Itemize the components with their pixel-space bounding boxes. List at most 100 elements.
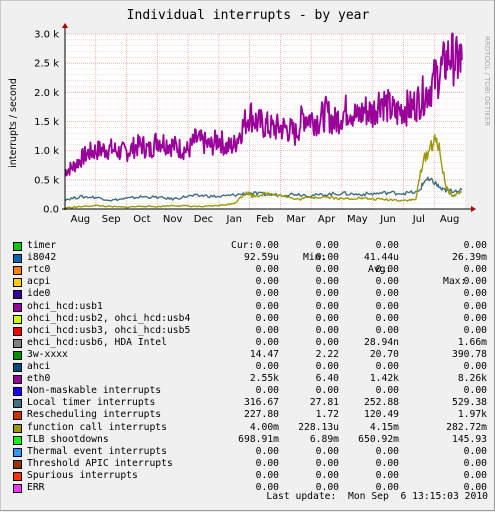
legend-cur: 0.00: [255, 240, 279, 252]
legend-cur: 0.00: [255, 300, 279, 312]
legend-row: rtc0 0.00 0.00 0.00 0.00: [13, 264, 491, 276]
legend-cur: 0.00: [255, 481, 279, 493]
y-tick-label: 3.0 k: [34, 30, 59, 41]
legend-swatch: [13, 290, 22, 300]
header-min: Min:: [303, 252, 327, 264]
legend-swatch: [13, 350, 22, 360]
legend-max: 529.38: [452, 397, 487, 409]
legend-cur: 0.00: [255, 361, 279, 373]
legend-min: 0.00: [315, 445, 339, 457]
legend-avg: 4.15m: [369, 421, 399, 433]
legend-avg: 0.00: [375, 240, 399, 252]
legend-avg: 0.00: [375, 324, 399, 336]
legend-name: ohci_hcd:usb1: [27, 300, 103, 312]
legend-max: 282.72m: [446, 421, 487, 433]
legend-max: 0.00: [463, 469, 487, 481]
legend-min: 0.00: [315, 312, 339, 324]
chart-title: Individual interrupts - by year: [127, 8, 370, 23]
legend-row: i8042 92.59u 0.00 41.44u 26.39m: [13, 252, 491, 264]
legend-row: Thermal event interrupts 0.00 0.00 0.00 0.00: [13, 446, 491, 458]
x-tick-label: Aug: [440, 214, 460, 225]
legend-min: 0.00: [315, 469, 339, 481]
legend-name: function call interrupts: [27, 421, 167, 433]
legend-min: 0.00: [315, 288, 339, 300]
legend-swatch: [13, 435, 22, 445]
y-axis-arrow: [62, 23, 68, 28]
legend-swatch: [13, 363, 22, 373]
legend-min: 6.89m: [309, 433, 339, 445]
y-tick-label: 1.5 k: [34, 117, 59, 128]
legend-avg: 0.00: [375, 264, 399, 276]
series-line: [64, 32, 463, 177]
x-tick-label: Nov: [163, 214, 183, 225]
axis-ticks: 0.0 0.5 k 1.0 k 1.5 k 2.0 k 2.5 k 3.0 k Aug Sep O…: [34, 30, 459, 226]
legend-swatch: [13, 471, 22, 481]
y-tick-label: 2.0 k: [34, 88, 59, 99]
legend-swatch: [13, 423, 22, 433]
legend-row: Spurious interrupts 0.00 0.00 0.00 0.00: [13, 470, 491, 482]
header-max: Max:: [443, 276, 467, 288]
legend-cur: 0.00: [255, 457, 279, 469]
legend-swatch: [13, 459, 22, 469]
legend-max: 0.00: [463, 288, 487, 300]
legend-min: 0.00: [315, 336, 339, 348]
legend-avg: 0.00: [375, 312, 399, 324]
legend-cur: 0.00: [255, 312, 279, 324]
legend-max: 0.00: [463, 385, 487, 397]
y-tick-label: 0.5 k: [34, 175, 59, 186]
legend-swatch: [13, 411, 22, 421]
legend-row: Threshold APIC interrupts 0.00 0.00 0.00 0.0…: [13, 458, 491, 470]
legend-name: 3w-xxxx: [27, 348, 68, 360]
legend-min: 0.00: [315, 361, 339, 373]
legend-name: acpi: [27, 276, 51, 288]
legend-row: 3w-xxxx 14.47 2.22 20.70 390.78: [13, 349, 491, 361]
legend-name: Rescheduling interrupts: [27, 409, 162, 421]
y-tick-label: 2.5 k: [34, 59, 59, 70]
legend-max: 0.00: [463, 445, 487, 457]
legend-avg: 120.49: [364, 409, 399, 421]
legend-min: 0.00: [315, 457, 339, 469]
legend-name: Spurious interrupts: [27, 469, 138, 481]
legend-avg: 0.00: [375, 300, 399, 312]
legend-min: 0.00: [315, 300, 339, 312]
x-tick-label: Jun: [379, 214, 396, 225]
legend-max: 0.00: [463, 300, 487, 312]
legend-cur: 92.59u: [244, 252, 279, 264]
legend-swatch: [13, 399, 22, 409]
legend-cur: 0.00: [255, 264, 279, 276]
legend-avg: 0.00: [375, 361, 399, 373]
legend-swatch: [13, 326, 22, 336]
series-lines: [64, 32, 463, 209]
x-axis-arrow: [471, 206, 476, 212]
legend-cur: 14.47: [249, 348, 279, 360]
legend-name: ehci_hcd:usb6, HDA Intel: [27, 336, 167, 348]
legend-max: 0.00: [463, 457, 487, 469]
legend-row: ERR 0.00 0.00 0.00 0.00: [13, 482, 491, 494]
legend-name: i8042: [27, 252, 57, 264]
legend-avg: 0.00: [375, 457, 399, 469]
legend-avg: 0.00: [375, 481, 399, 493]
legend-avg: 41.44u: [364, 252, 399, 264]
header-avg: Avg:: [368, 264, 392, 276]
legend-avg: 0.00: [375, 445, 399, 457]
legend-name: ahci: [27, 361, 51, 373]
legend-swatch: [13, 278, 22, 288]
legend-cur: 0.00: [255, 469, 279, 481]
y-tick-label: 0.0: [43, 205, 59, 216]
legend-swatch: [13, 242, 22, 252]
legend-row: ohci_hcd:usb3, ohci_hcd:usb5 0.00 0.00 0.00…: [13, 325, 491, 337]
legend-swatch: [13, 447, 22, 457]
legend-max: 0.00: [463, 240, 487, 252]
legend-min: 0.00: [315, 324, 339, 336]
legend-swatch: [13, 338, 22, 348]
legend-swatch: [13, 483, 22, 493]
legend-avg: 0.00: [375, 469, 399, 481]
legend-swatch: [13, 375, 22, 385]
legend-row: timer 0.00 0.00 0.00 0.00: [13, 240, 491, 252]
legend-max: 0.00: [463, 361, 487, 373]
legend-max: 145.93: [452, 433, 487, 445]
x-tick-label: Mar: [286, 214, 306, 225]
legend-max: 1.97k: [457, 409, 487, 421]
last-update: Last update: Mon Sep 6 13:15:03 2010: [266, 491, 488, 502]
